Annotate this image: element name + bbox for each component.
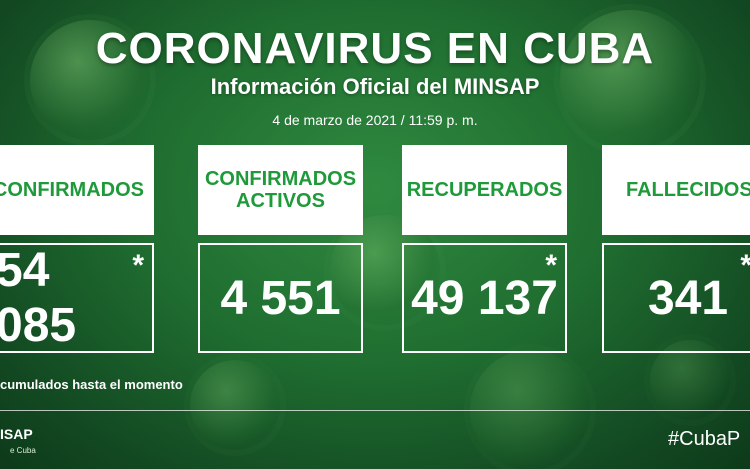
footer-divider (0, 410, 750, 411)
card-value-box: 49 137 * (402, 243, 567, 353)
asterisk-icon: * (132, 249, 144, 282)
footnote: cumulados hasta el momento (0, 377, 183, 392)
report-date: 4 de marzo de 2021 / 11:59 p. m. (272, 112, 478, 128)
card-value: 54 085 (0, 244, 77, 352)
page-title: CORONAVIRUS EN CUBA (95, 24, 655, 73)
virus-decoration (30, 20, 150, 140)
card-confirmados-activos: CONFIRMADOS ACTIVOS 4 551 (198, 145, 363, 353)
card-value-box: 4 551 (198, 243, 363, 353)
virus-decoration (650, 340, 730, 420)
card-label: FALLECIDOS (602, 145, 750, 235)
card-value: 4 551 (220, 271, 341, 325)
card-label: CONFIRMADOS ACTIVOS (198, 145, 363, 235)
card-label: CONFIRMADOS (0, 145, 154, 235)
minsap-logo-subtext: e Cuba (10, 446, 36, 455)
card-label: RECUPERADOS (402, 145, 567, 235)
card-fallecidos: FALLECIDOS 341 * (602, 145, 750, 353)
card-value-box: 341 * (602, 243, 750, 353)
card-value: 49 137 (411, 271, 558, 325)
virus-decoration (190, 360, 280, 450)
page-subtitle: Información Oficial del MINSAP (210, 74, 540, 99)
asterisk-icon: * (545, 249, 557, 282)
card-recuperados: RECUPERADOS 49 137 * (402, 145, 567, 353)
asterisk-icon: * (740, 249, 750, 283)
virus-decoration (560, 10, 700, 150)
hashtag: #CubaP (668, 428, 741, 450)
minsap-logo: ISAP (0, 426, 33, 442)
virus-decoration (470, 350, 590, 469)
card-value-box: 54 085 * (0, 243, 154, 353)
card-confirmados: CONFIRMADOS 54 085 * (0, 145, 154, 353)
card-value: 341 (648, 271, 729, 325)
